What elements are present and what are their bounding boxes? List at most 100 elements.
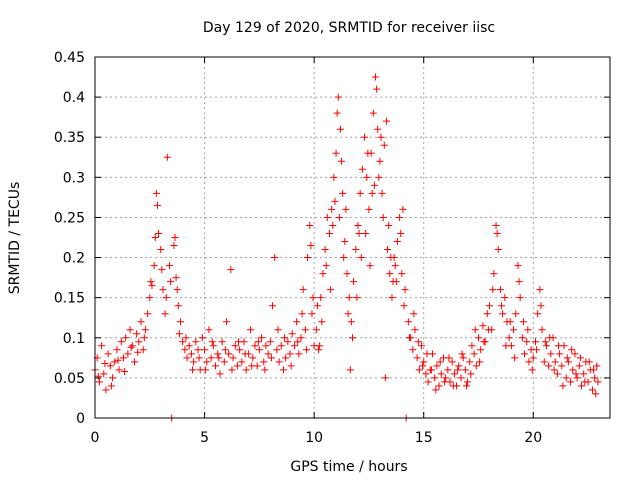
- data-point: [313, 302, 321, 310]
- data-point: [221, 346, 229, 354]
- data-point: [569, 366, 577, 374]
- data-point: [318, 318, 326, 326]
- chart-title: Day 129 of 2020, SRMTID for receiver iis…: [203, 20, 495, 36]
- data-point: [286, 350, 294, 358]
- data-point: [327, 286, 335, 294]
- data-point: [415, 366, 423, 374]
- data-point: [345, 294, 353, 302]
- data-point: [378, 189, 386, 197]
- data-point: [477, 346, 485, 354]
- data-point: [287, 362, 295, 370]
- data-point: [323, 213, 331, 221]
- data-point: [531, 338, 539, 346]
- data-point: [514, 262, 522, 270]
- y-tick-label: 0.35: [54, 130, 85, 146]
- data-point: [321, 246, 329, 254]
- data-point: [192, 338, 200, 346]
- data-point: [352, 246, 360, 254]
- data-point: [405, 334, 413, 342]
- data-point: [235, 338, 243, 346]
- data-point: [152, 189, 160, 197]
- data-point: [343, 270, 351, 278]
- data-point: [558, 362, 566, 370]
- y-tick-label: 0.4: [63, 90, 85, 106]
- data-point: [203, 358, 211, 366]
- data-point: [524, 326, 532, 334]
- data-point: [114, 356, 122, 364]
- data-point: [159, 286, 167, 294]
- data-point: [368, 189, 376, 197]
- data-point: [506, 318, 514, 326]
- data-point: [523, 338, 531, 346]
- data-point: [290, 342, 298, 350]
- data-point: [381, 374, 389, 382]
- data-point: [519, 318, 527, 326]
- data-point: [189, 366, 197, 374]
- data-point: [295, 350, 303, 358]
- data-point: [222, 318, 230, 326]
- data-point: [409, 346, 417, 354]
- plot-frame: [94, 56, 611, 419]
- data-point: [432, 386, 440, 394]
- data-point: [442, 374, 450, 382]
- data-point: [162, 294, 170, 302]
- data-point: [195, 354, 203, 362]
- data-point: [441, 378, 449, 386]
- data-point: [133, 330, 141, 338]
- data-point: [471, 326, 479, 334]
- data-point: [350, 278, 358, 286]
- data-point: [279, 366, 287, 374]
- y-tick-label: 0.2: [63, 251, 85, 267]
- data-point: [171, 234, 179, 241]
- data-point: [349, 334, 356, 342]
- data-point: [499, 310, 507, 318]
- data-point: [411, 326, 419, 334]
- data-point: [555, 342, 562, 350]
- data-point: [190, 358, 198, 366]
- data-point: [322, 262, 330, 270]
- data-point: [209, 342, 217, 350]
- data-point: [385, 221, 393, 229]
- data-point: [148, 282, 156, 290]
- data-point: [227, 266, 235, 274]
- data-point: [518, 334, 526, 342]
- data-point: [353, 294, 361, 302]
- data-point: [390, 254, 398, 262]
- data-point: [214, 350, 222, 358]
- data-point: [175, 330, 183, 338]
- data-point: [553, 370, 561, 378]
- data-point: [308, 310, 316, 318]
- points-layer: [91, 73, 602, 422]
- data-point: [418, 342, 426, 350]
- y-tick-label: 0.25: [54, 210, 85, 226]
- data-point: [98, 342, 106, 350]
- data-point: [427, 366, 435, 374]
- data-point: [448, 358, 456, 366]
- data-point: [271, 254, 279, 262]
- data-point: [551, 358, 559, 366]
- data-point: [341, 238, 349, 246]
- data-point: [475, 334, 483, 342]
- data-point: [198, 334, 206, 342]
- data-point: [422, 370, 430, 378]
- data-point: [533, 346, 541, 354]
- data-point: [382, 117, 390, 125]
- data-point: [401, 286, 409, 294]
- data-point: [102, 386, 110, 394]
- data-point: [576, 354, 584, 362]
- data-point: [575, 362, 583, 370]
- data-point: [536, 286, 544, 294]
- data-point: [489, 286, 497, 294]
- data-point: [174, 302, 182, 310]
- data-point: [167, 278, 175, 286]
- ticks-layer: 0 0.05 0.1 0.15 0.2 0.25 0.3 0.35 0.4 0.45 0 5 10 15 2…: [54, 50, 610, 446]
- y-tick-label: 0.1: [63, 331, 85, 347]
- data-point: [580, 370, 588, 378]
- data-point: [373, 85, 381, 93]
- data-point: [384, 246, 392, 254]
- data-point: [151, 234, 159, 241]
- data-point: [139, 346, 147, 354]
- data-point: [173, 286, 181, 294]
- data-point: [106, 362, 114, 370]
- data-point: [261, 366, 269, 374]
